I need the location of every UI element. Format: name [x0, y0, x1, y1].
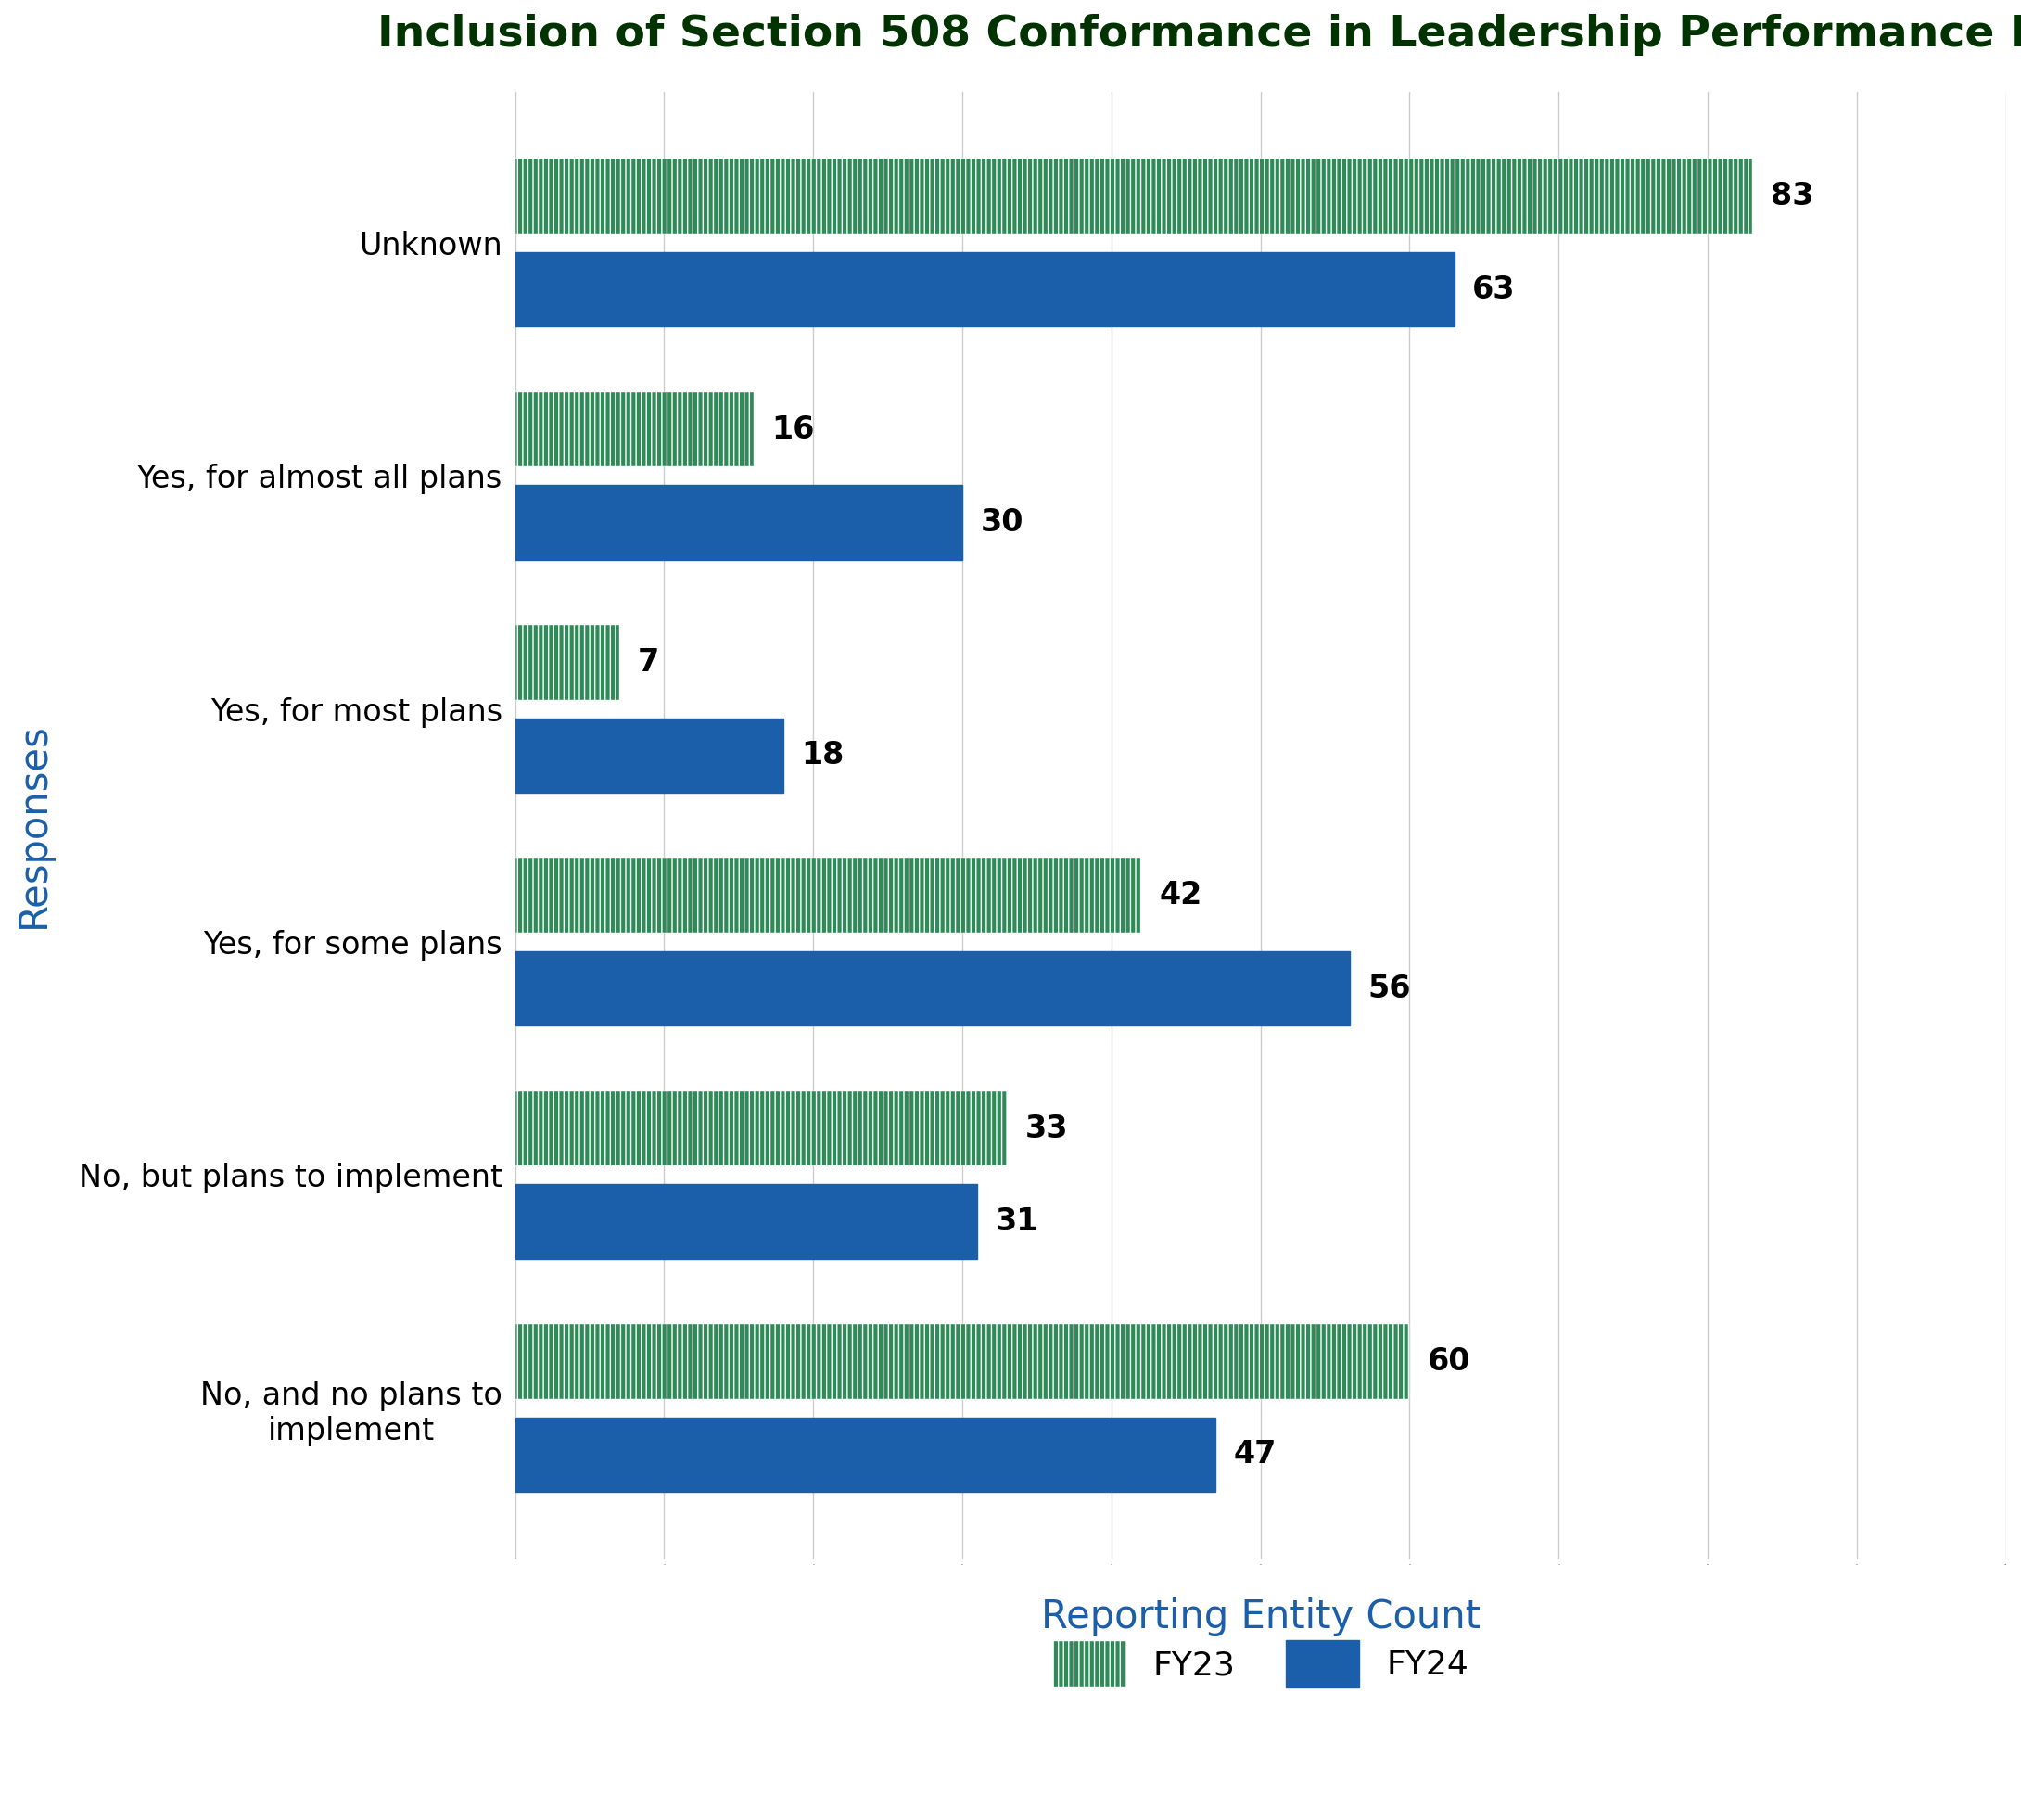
Bar [515, 1092, 1006, 1165]
Text: 16: 16 [772, 413, 814, 444]
Text: 83: 83 [1770, 180, 1813, 211]
Bar [515, 624, 620, 699]
Text: 56: 56 [1368, 974, 1411, 1005]
Bar [515, 719, 784, 794]
Text: 60: 60 [1427, 1347, 1471, 1376]
Bar [515, 158, 1752, 233]
X-axis label: Reporting Entity Count: Reporting Entity Count [1041, 1598, 1479, 1636]
Bar [515, 857, 1142, 932]
Bar [515, 952, 1350, 1026]
Bar [515, 1418, 1217, 1492]
Bar [515, 1325, 1409, 1400]
Text: 33: 33 [1025, 1114, 1067, 1143]
Legend: FY23, FY24: FY23, FY24 [1037, 1623, 1485, 1704]
Bar [515, 391, 754, 466]
Text: 31: 31 [994, 1207, 1039, 1238]
Text: 42: 42 [1160, 881, 1202, 910]
Bar [515, 253, 1455, 328]
Text: 47: 47 [1233, 1440, 1277, 1471]
Title: Inclusion of Section 508 Conformance in Leadership Performance Plans: Inclusion of Section 508 Conformance in … [378, 15, 2021, 56]
Bar [515, 1185, 978, 1259]
Y-axis label: Responses: Responses [14, 723, 53, 928]
Text: 30: 30 [980, 508, 1023, 539]
Text: 7: 7 [637, 648, 659, 677]
Text: 63: 63 [1471, 275, 1516, 304]
Bar [515, 486, 962, 561]
Text: 18: 18 [802, 741, 845, 772]
